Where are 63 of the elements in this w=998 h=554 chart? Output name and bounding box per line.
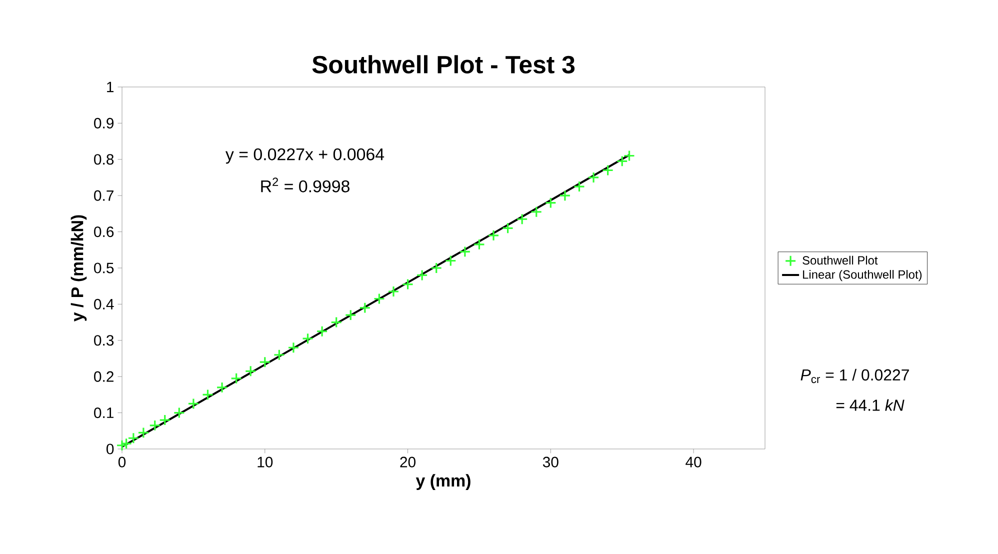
point [388, 286, 400, 298]
annotation: y = 0.0227x + 0.0064 [225, 148, 384, 164]
point [402, 278, 414, 290]
y-tick-label: 0.9 [94, 118, 114, 128]
legend-label: Linear (Southwell Plot) [803, 270, 922, 282]
text: P$_{cr}$ = 1 / 0.0227 [800, 368, 909, 384]
point [430, 262, 442, 274]
point [159, 414, 171, 426]
y-tick-label: 0.1 [94, 407, 114, 418]
point [516, 213, 528, 225]
point [502, 222, 514, 234]
point [138, 426, 150, 438]
point [273, 349, 285, 361]
y-axis-title: y / P (mm/kN) [70, 215, 87, 322]
x-tick-label: 30 [542, 456, 558, 468]
y-tick-label: 0.3 [94, 335, 114, 346]
x-axis-title: y (mm) [416, 474, 470, 490]
point [373, 292, 385, 305]
chart-title: Southwell Plot - Test 3 [312, 55, 575, 74]
x-tick-label: 0 [118, 456, 126, 468]
point [588, 172, 600, 184]
point [302, 332, 314, 344]
point [623, 150, 636, 162]
point [230, 372, 242, 384]
point [259, 356, 271, 368]
y-tick-label: 0.6 [94, 226, 114, 238]
point [459, 246, 471, 258]
point [149, 420, 161, 432]
point [573, 180, 586, 192]
point [173, 407, 185, 419]
point [216, 382, 228, 394]
y-tick-label: 0.8 [94, 154, 114, 165]
text: = 44.1 kN [836, 399, 904, 411]
point [559, 190, 571, 202]
y-tick-label: 1 [107, 82, 114, 92]
point [488, 230, 500, 242]
point [530, 206, 542, 218]
x-tick-label: 40 [686, 456, 702, 468]
y-tick-label: 0.4 [94, 298, 114, 310]
point [288, 342, 300, 354]
y-tick-label: 0 [106, 444, 114, 454]
y-tick-label: 0.7 [94, 190, 114, 201]
point [359, 302, 371, 314]
y-tick-label: 0.2 [94, 371, 114, 382]
point [544, 197, 556, 209]
legend-label: Southwell Plot [802, 256, 878, 265]
x-tick-label: 10 [258, 456, 273, 468]
point [316, 326, 328, 338]
x-tick-label: 20 [400, 456, 416, 468]
point [602, 164, 614, 176]
point [616, 155, 628, 167]
point [128, 432, 140, 444]
point [344, 309, 356, 321]
point [416, 269, 428, 282]
point [188, 398, 200, 410]
y-tick-label: 0.5 [94, 262, 114, 274]
point [202, 388, 214, 400]
point [473, 238, 486, 250]
point [330, 316, 342, 328]
point [120, 438, 132, 450]
point [244, 365, 256, 377]
annotation: R$^{2}$ = 0.9998 [261, 178, 350, 192]
point [444, 254, 456, 267]
